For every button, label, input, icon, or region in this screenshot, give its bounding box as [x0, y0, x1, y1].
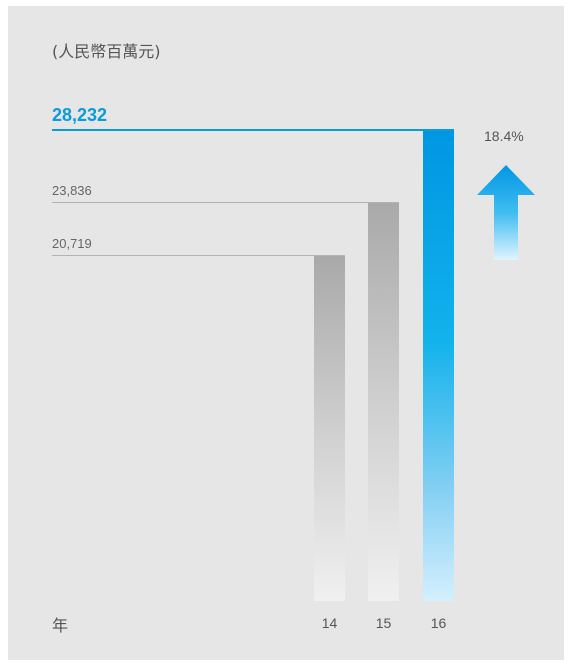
value-guide-line-14: [52, 254, 345, 256]
x-axis-label: 年: [52, 616, 69, 635]
x-tick-label-16: 16: [430, 615, 447, 631]
value-label-14: 20,719: [52, 235, 92, 251]
x-tick-label-15: 15: [375, 615, 392, 631]
growth-rate-label: 18.4%: [484, 128, 524, 144]
bar-16: [423, 129, 454, 601]
unit-label: (人民幣百萬元): [52, 42, 161, 61]
value-guide-line-15: [52, 202, 399, 204]
bar-14: [314, 254, 345, 601]
value-label-16: 28,232: [52, 105, 108, 125]
chart-panel: [8, 6, 564, 660]
x-tick-label-14: 14: [321, 615, 338, 631]
bar-15: [368, 202, 399, 601]
up-arrow-icon: [477, 165, 535, 260]
value-label-15: 23,836: [52, 183, 92, 199]
value-guide-line-16: [52, 129, 454, 131]
